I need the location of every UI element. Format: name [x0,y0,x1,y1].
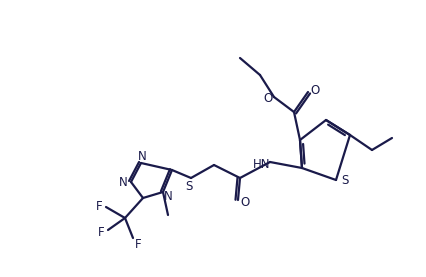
Text: N: N [138,150,147,163]
Text: F: F [135,237,141,250]
Text: O: O [263,91,273,104]
Text: O: O [311,84,320,98]
Text: N: N [164,191,173,204]
Text: F: F [98,225,104,238]
Text: F: F [96,201,102,214]
Text: O: O [240,196,250,209]
Text: HN: HN [253,158,271,171]
Text: S: S [185,181,193,194]
Text: N: N [118,176,127,189]
Text: S: S [341,175,349,188]
